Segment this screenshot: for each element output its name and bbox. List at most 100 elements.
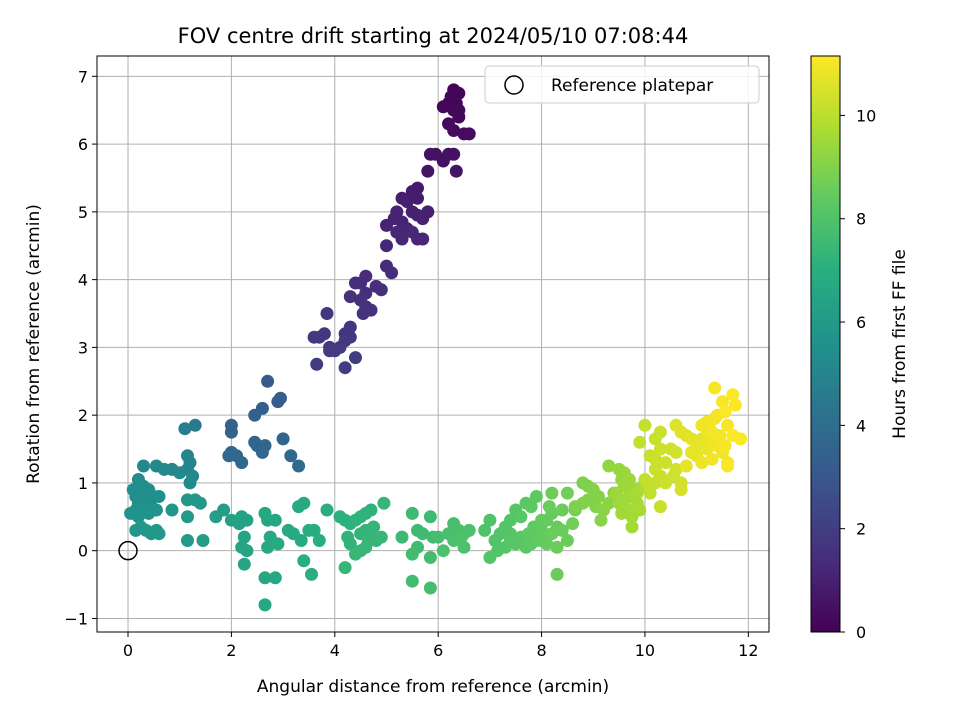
data-point [679, 459, 693, 473]
data-point [377, 496, 391, 510]
y-tick-label: 0 [78, 542, 88, 561]
data-point [524, 500, 538, 514]
data-point [447, 124, 461, 137]
x-tick-label: 0 [123, 641, 133, 660]
data-point [380, 239, 393, 253]
data-point [566, 517, 580, 531]
data-point [137, 459, 150, 473]
data-point [653, 442, 667, 456]
data-point [560, 534, 574, 547]
data-point [674, 483, 688, 497]
data-point [633, 435, 647, 449]
data-point [374, 283, 388, 297]
data-point [421, 205, 435, 219]
colorbar-tick-label: 2 [856, 520, 866, 539]
data-point [591, 490, 605, 503]
reference-marker [118, 540, 138, 561]
plot-frame [96, 55, 770, 633]
data-point [718, 439, 732, 453]
data-point [726, 388, 740, 402]
data-point [367, 520, 381, 534]
data-point [423, 581, 437, 595]
data-point [310, 357, 324, 371]
data-point [718, 405, 732, 419]
data-point [545, 527, 559, 541]
legend-marker [504, 75, 524, 95]
data-point [240, 544, 254, 558]
data-point [294, 534, 308, 547]
data-point [708, 381, 722, 395]
data-point [268, 513, 282, 527]
data-point [343, 290, 357, 304]
data-point [349, 547, 362, 561]
data-point [444, 90, 458, 104]
data-point [188, 418, 202, 432]
data-point [395, 191, 409, 205]
data-point [338, 561, 352, 575]
data-point [721, 418, 735, 432]
data-point [255, 445, 269, 459]
y-tick-label: 2 [78, 406, 88, 425]
colorbar-label: Hours from first FF file [890, 249, 910, 439]
data-point [343, 537, 357, 551]
legend-label: Reference platepar [551, 76, 713, 96]
data-point [178, 422, 192, 436]
data-point [423, 147, 437, 161]
data-point [483, 513, 497, 527]
data-point [431, 530, 445, 544]
data-point [478, 523, 492, 537]
data-point [734, 432, 748, 446]
data-point [307, 523, 321, 537]
data-point [555, 503, 569, 517]
data-point [685, 445, 698, 459]
data-point [268, 571, 282, 585]
colorbar-tick-label: 6 [856, 313, 866, 332]
data-point [261, 540, 275, 554]
grid-lines [97, 56, 769, 632]
data-point [181, 534, 194, 547]
x-axis-label: Angular distance from reference (arcmin) [257, 677, 609, 697]
data-point [488, 534, 502, 547]
data-point [297, 554, 311, 568]
data-point [436, 100, 450, 114]
data-point [436, 544, 450, 558]
data-point [237, 557, 251, 571]
data-point [423, 551, 437, 564]
data-point [695, 418, 709, 432]
data-point [395, 530, 409, 544]
data-point [152, 490, 166, 503]
data-point [560, 486, 574, 500]
data-point [323, 344, 337, 358]
data-point [643, 486, 657, 500]
data-point [307, 330, 321, 344]
colorbar-tick-label: 8 [856, 210, 866, 229]
data-point [452, 103, 466, 117]
data-point [181, 510, 194, 524]
data-point [728, 398, 742, 412]
data-point [568, 500, 582, 514]
data-point [338, 334, 352, 348]
data-point [653, 500, 667, 514]
data-point [349, 276, 362, 290]
colorbar-tick-label: 4 [856, 416, 866, 435]
data-point [129, 523, 143, 537]
data-point [653, 425, 667, 439]
data-point [602, 459, 616, 473]
y-axis-ticks: −1 0 1 2 3 4 5 6 7 [64, 67, 97, 628]
data-point [165, 503, 179, 517]
data-point [271, 537, 285, 551]
data-point [276, 432, 290, 446]
data-point [320, 307, 334, 320]
data-points [124, 83, 748, 612]
data-point [716, 395, 729, 409]
y-axis-label: Rotation from reference (arcmin) [24, 204, 44, 484]
data-point [405, 574, 419, 588]
data-point [610, 486, 623, 500]
data-point [522, 527, 536, 541]
data-point [248, 408, 262, 422]
data-point [292, 459, 306, 473]
data-point [361, 534, 375, 547]
x-tick-label: 6 [433, 641, 443, 660]
data-point [258, 571, 272, 585]
x-axis-ticks: 0 2 4 6 8 10 12 [123, 632, 759, 660]
